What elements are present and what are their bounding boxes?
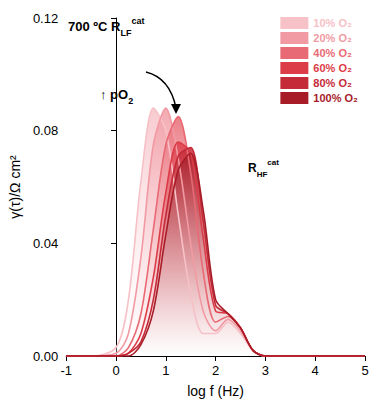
svg-text:γ(τ)/Ω cm²: γ(τ)/Ω cm²: [7, 155, 23, 219]
svg-text:2: 2: [212, 363, 219, 378]
svg-text:↑ pO: ↑ pO: [100, 87, 128, 102]
svg-text:20% O₂: 20% O₂: [313, 32, 352, 44]
svg-text:0.04: 0.04: [33, 236, 58, 251]
svg-text:0.08: 0.08: [33, 123, 58, 138]
svg-text:10% O₂: 10% O₂: [313, 17, 352, 29]
svg-text:R: R: [248, 161, 257, 175]
svg-text:100% O₂: 100% O₂: [313, 92, 358, 104]
svg-text:0.12: 0.12: [33, 11, 58, 26]
svg-text:5: 5: [361, 363, 368, 378]
svg-text:60% O₂: 60% O₂: [313, 62, 352, 74]
svg-text:40% O₂: 40% O₂: [313, 47, 352, 59]
svg-text:80% O₂: 80% O₂: [313, 77, 352, 89]
svg-text:4: 4: [312, 363, 319, 378]
svg-text:LF: LF: [120, 28, 131, 38]
svg-text:2: 2: [128, 96, 133, 106]
svg-text:log f (Hz): log f (Hz): [187, 383, 244, 399]
svg-text:0: 0: [112, 363, 119, 378]
svg-text:1: 1: [162, 363, 169, 378]
svg-text:cat: cat: [131, 16, 144, 26]
svg-text:HF: HF: [257, 170, 268, 179]
svg-text:0.00: 0.00: [33, 349, 58, 364]
svg-text:-1: -1: [60, 363, 72, 378]
svg-text:700 ºC R: 700 ºC R: [68, 19, 121, 34]
svg-text:cat: cat: [267, 158, 279, 167]
svg-text:3: 3: [262, 363, 269, 378]
